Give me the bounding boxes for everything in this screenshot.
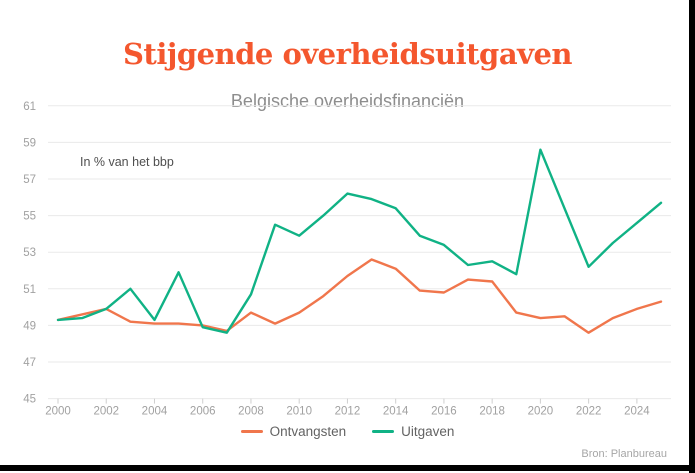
x-tick-label: 2020 [528, 406, 554, 418]
x-tick-label: 2022 [576, 406, 602, 418]
y-tick-label: 55 [23, 211, 36, 223]
legend-label-uitgaven: Uitgaven [401, 424, 455, 439]
y-tick-label: 49 [23, 320, 36, 332]
series-line-uitgaven [56, 148, 663, 334]
y-tick-label: 45 [23, 394, 36, 406]
x-tick-label: 2024 [624, 406, 650, 418]
x-tick-label: 2014 [383, 406, 409, 418]
y-tick-label: 47 [23, 357, 36, 369]
y-tick-label: 57 [23, 174, 36, 186]
legend-label-ontvangsten: Ontvangsten [269, 424, 347, 439]
frame-border-bottom [0, 465, 695, 471]
frame-border-right [689, 0, 695, 473]
page-title: Stijgende overheidsuitgaven [122, 37, 573, 72]
y-tick-label: 53 [23, 247, 36, 259]
x-tick-label: 2018 [479, 406, 505, 418]
y-tick-label: 59 [23, 137, 36, 149]
x-tick-label: 2006 [190, 406, 216, 418]
x-tick-label: 2012 [335, 406, 361, 418]
series-line-ontvangsten [56, 258, 663, 334]
ontvangsten-line-swatch-icon [240, 430, 263, 433]
unit-annotation: In % van het bbp [80, 155, 174, 169]
x-tick-label: 2004 [142, 406, 168, 418]
chart-legend: Ontvangsten Uitgaven [0, 424, 695, 439]
x-tick-label: 2000 [45, 406, 71, 418]
x-tick-label: 2016 [431, 406, 457, 418]
y-tick-label: 61 [23, 101, 36, 113]
legend-item-uitgaven: Uitgaven [372, 424, 454, 439]
legend-item-ontvangsten: Ontvangsten [240, 424, 347, 439]
x-tick-label: 2008 [238, 406, 264, 418]
y-tick-label: 51 [23, 284, 36, 296]
x-tick-label: 2002 [93, 406, 119, 418]
x-tick-label: 2010 [286, 406, 312, 418]
uitgaven-line-swatch-icon [372, 430, 395, 433]
source-credit: Bron: Planbureau [581, 448, 667, 460]
